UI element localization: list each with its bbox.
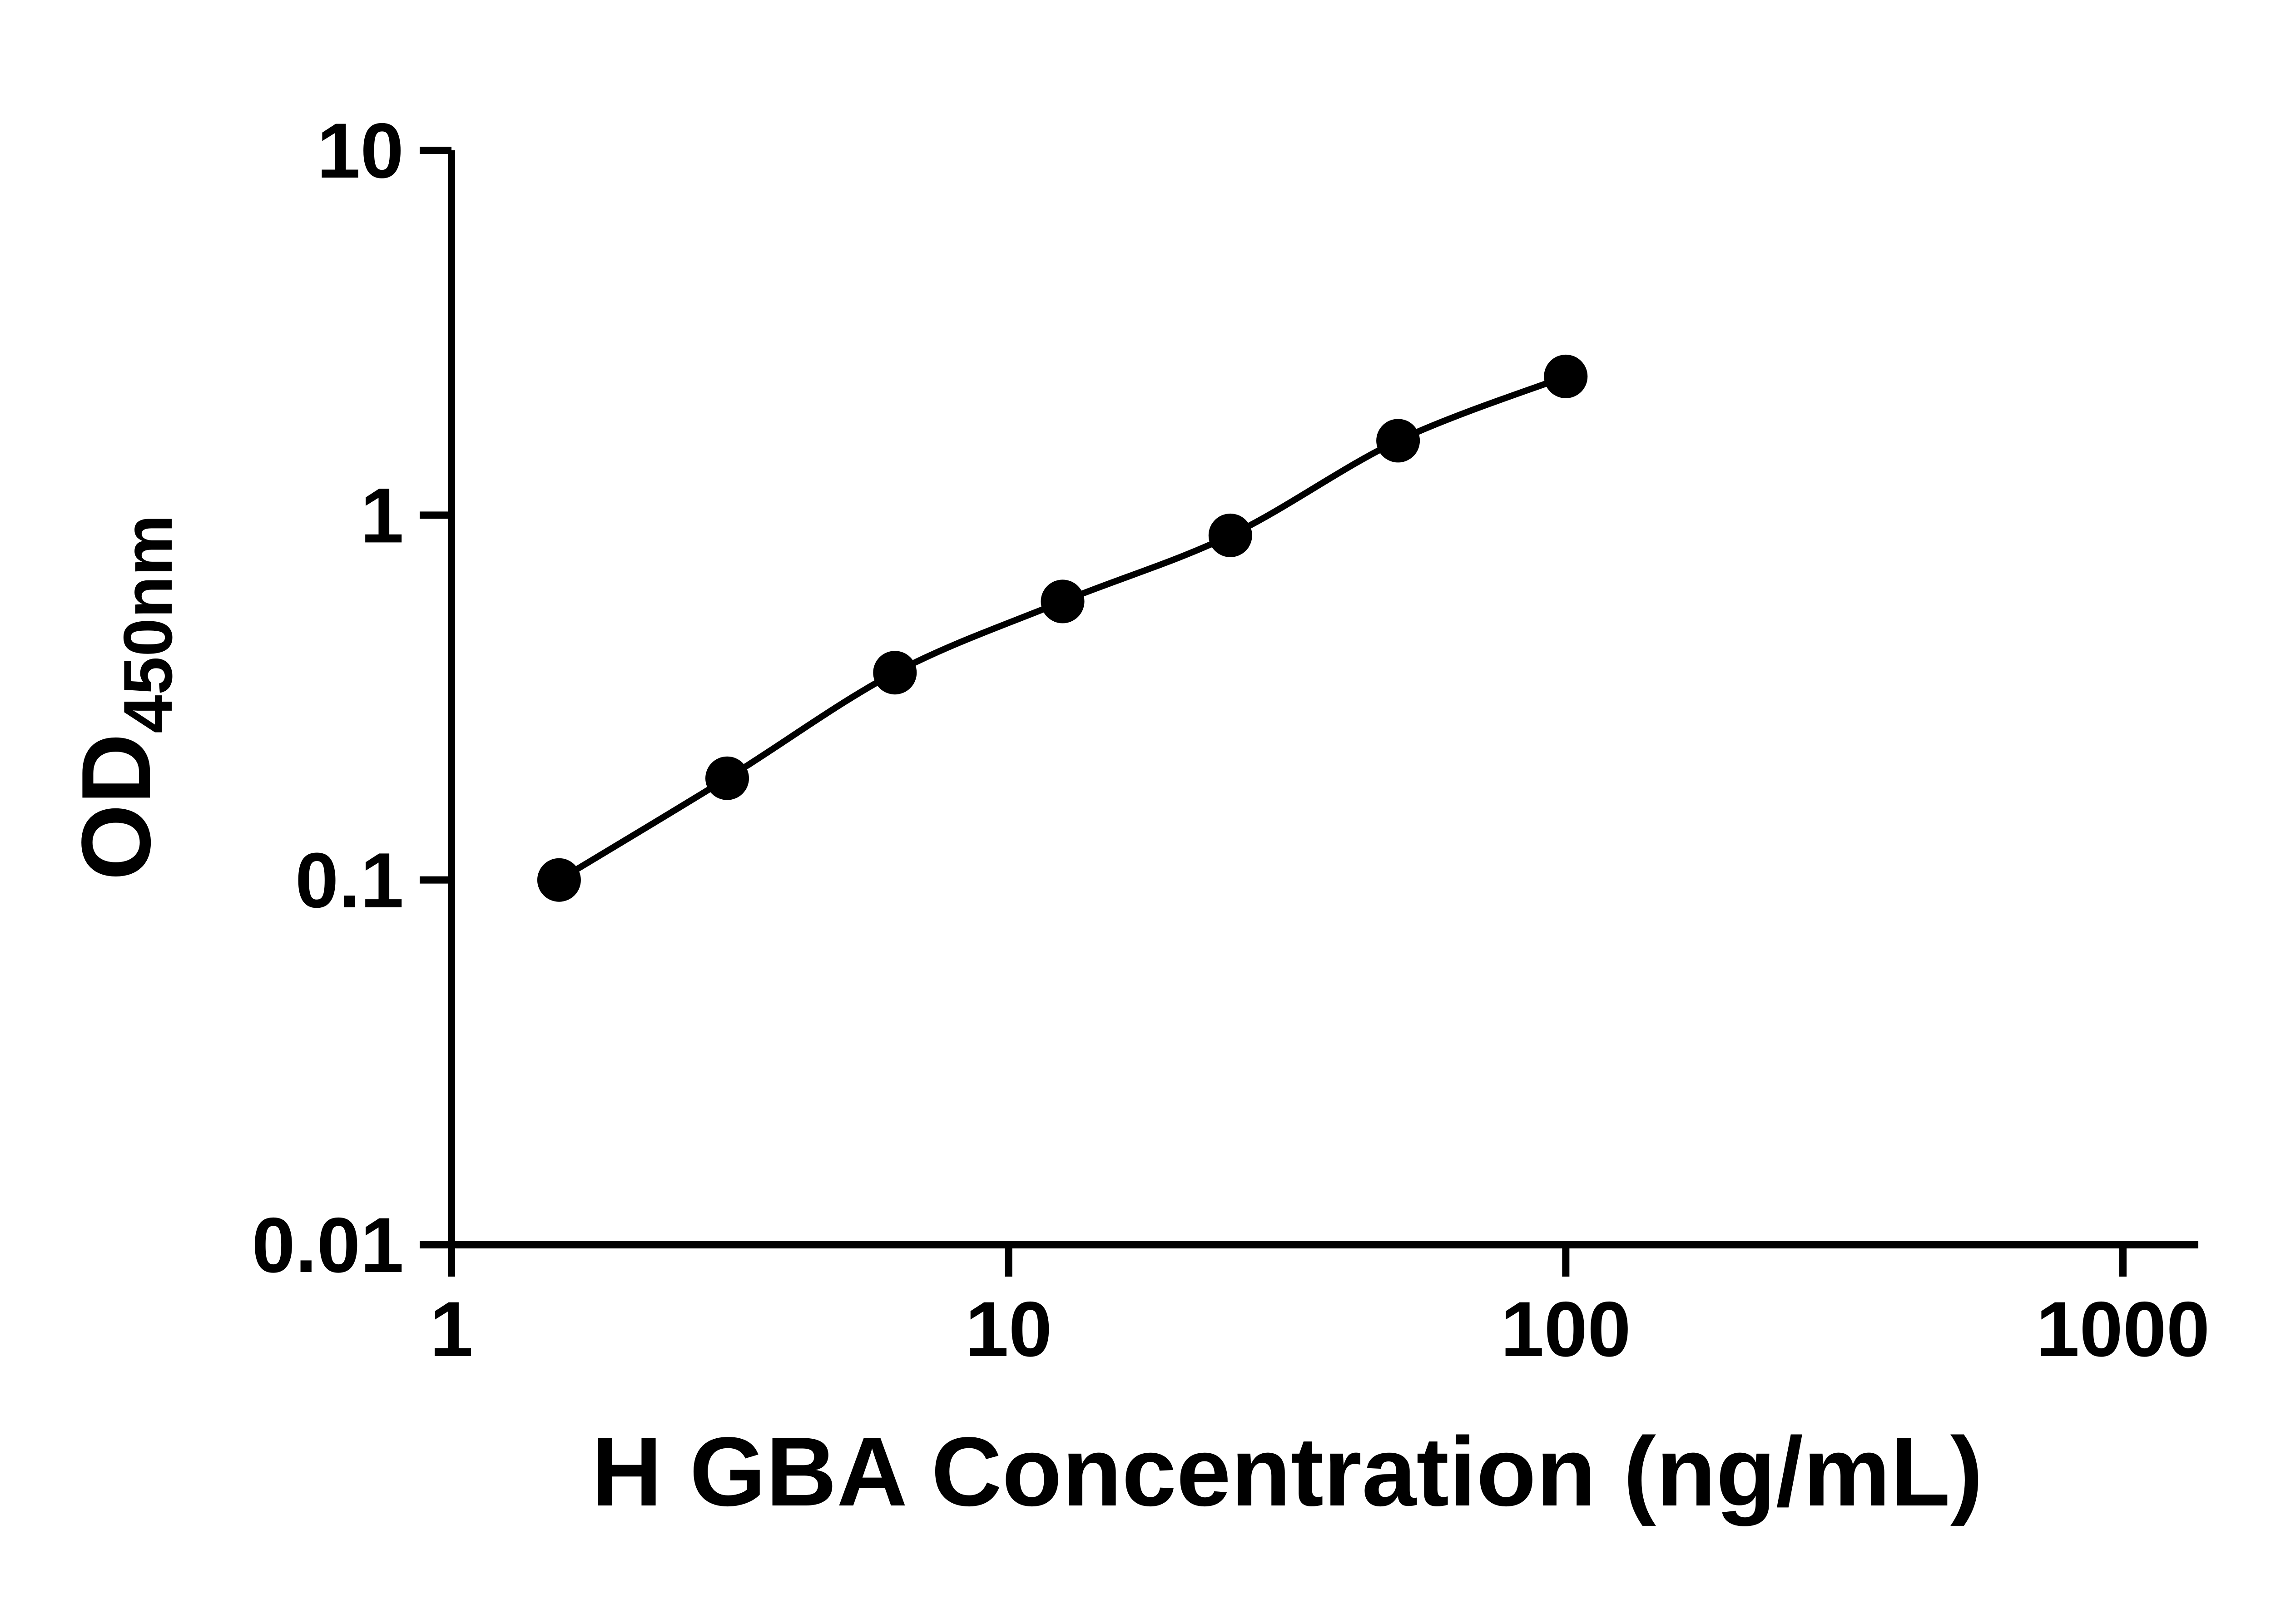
x-tick-label: 10 (965, 1286, 1052, 1373)
y-axis-title: OD450nm (61, 515, 187, 881)
data-point-1.56 (537, 858, 581, 902)
y-axis-title-main: OD (61, 733, 171, 881)
data-point-3.125 (705, 756, 749, 800)
x-tick-label: 1000 (2036, 1286, 2210, 1373)
y-axis-title-subscript: 450nm (109, 515, 187, 733)
data-point-6.25 (873, 651, 917, 695)
x-tick-label: 1 (430, 1286, 473, 1373)
x-axis-title: H GBA Concentration (ng/mL) (591, 1416, 1983, 1526)
y-tick-label: 1 (360, 472, 404, 559)
x-tick-label: 100 (1501, 1286, 1631, 1373)
data-point-50 (1376, 419, 1420, 463)
data-point-100 (1544, 354, 1588, 398)
y-tick-label: 10 (317, 107, 404, 194)
y-tick-label: 0.01 (252, 1202, 404, 1289)
data-point-12.5 (1041, 579, 1085, 624)
y-tick-label: 0.1 (295, 837, 404, 924)
data-point-25 (1208, 513, 1252, 557)
